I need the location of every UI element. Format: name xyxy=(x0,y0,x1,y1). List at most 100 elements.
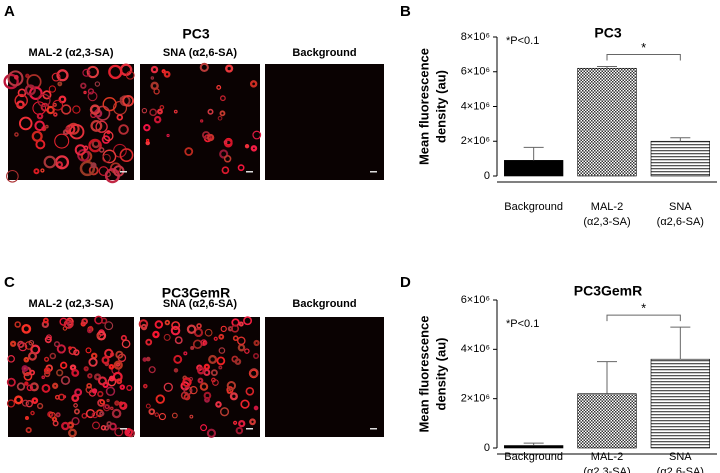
cell xyxy=(26,384,34,392)
cell xyxy=(207,108,214,115)
cell xyxy=(106,398,110,403)
image-label: MAL-2 (α2,3-SA) xyxy=(29,298,114,310)
cell xyxy=(215,401,222,408)
cell xyxy=(104,321,114,331)
cell xyxy=(87,88,95,95)
cell xyxy=(218,347,226,354)
cell xyxy=(163,382,173,392)
cell xyxy=(93,373,102,381)
cell xyxy=(118,124,129,135)
x-tick-label: (α2,6-SA) xyxy=(657,216,704,228)
cell xyxy=(145,138,150,143)
bar xyxy=(650,358,710,449)
cell xyxy=(59,317,68,326)
cell xyxy=(171,321,181,331)
bar xyxy=(650,140,710,177)
scale-bar xyxy=(246,171,253,173)
cell xyxy=(3,73,19,90)
cell xyxy=(243,316,253,326)
cell xyxy=(113,360,123,370)
cell xyxy=(91,411,99,419)
y-tick-label: 4×10⁶ xyxy=(461,100,490,112)
cell xyxy=(14,132,19,137)
cell xyxy=(68,346,72,351)
cell xyxy=(17,88,27,98)
cell xyxy=(161,69,166,74)
cell xyxy=(206,428,217,438)
x-tick-label: (α2,6-SA) xyxy=(657,466,704,473)
cell xyxy=(180,391,189,400)
cell xyxy=(216,85,222,90)
cell xyxy=(108,64,123,80)
cell xyxy=(154,412,159,417)
cell xyxy=(24,381,29,386)
cell xyxy=(52,99,64,111)
x-tick-label: MAL-2 xyxy=(591,451,623,463)
scale-bar xyxy=(120,171,127,173)
cell xyxy=(25,73,30,79)
cell xyxy=(71,368,80,377)
cell xyxy=(18,116,33,131)
cell xyxy=(171,412,178,419)
cell xyxy=(125,70,135,80)
cell xyxy=(80,82,87,89)
cell xyxy=(98,147,105,153)
cell xyxy=(53,341,60,348)
cell xyxy=(17,340,25,349)
cell xyxy=(33,168,40,175)
cell xyxy=(150,76,155,80)
annotation: *P<0.1 xyxy=(506,318,539,330)
cell xyxy=(204,328,213,337)
cell xyxy=(46,105,55,115)
cell xyxy=(56,69,69,82)
cell xyxy=(158,412,167,421)
cell xyxy=(145,338,153,346)
cell xyxy=(119,384,126,390)
y-tick-label: 0 xyxy=(484,170,490,182)
cell xyxy=(73,408,80,415)
cell xyxy=(145,403,151,409)
cell xyxy=(232,335,239,342)
cell xyxy=(200,424,208,432)
cell xyxy=(184,147,194,156)
significance-bracket xyxy=(606,314,681,322)
cell xyxy=(95,120,108,133)
cell xyxy=(159,104,165,110)
cell xyxy=(103,425,110,431)
cell xyxy=(68,428,77,438)
cell xyxy=(101,356,110,365)
cell xyxy=(220,325,227,332)
cell xyxy=(116,378,123,385)
cell xyxy=(83,145,89,151)
cell xyxy=(249,418,256,426)
cell xyxy=(111,408,122,419)
cell xyxy=(27,351,38,361)
cell xyxy=(36,402,44,410)
cell xyxy=(13,395,24,405)
cell xyxy=(197,366,205,375)
cell xyxy=(91,388,98,394)
error-bar xyxy=(523,146,544,161)
cell xyxy=(83,90,87,95)
cell xyxy=(101,135,111,144)
error-bar xyxy=(597,361,617,394)
significance-label: * xyxy=(641,301,646,316)
cell xyxy=(45,334,52,341)
cell xyxy=(28,339,35,346)
cell xyxy=(43,367,51,375)
cell xyxy=(163,333,171,341)
cell xyxy=(52,420,59,427)
cell xyxy=(83,366,89,372)
cell xyxy=(25,400,33,408)
bar xyxy=(577,67,637,177)
cell xyxy=(108,375,115,382)
cell xyxy=(65,126,70,131)
cell xyxy=(77,149,90,162)
cell xyxy=(233,420,238,425)
cell xyxy=(237,164,245,172)
cell xyxy=(85,386,93,394)
cell xyxy=(109,422,117,431)
cell xyxy=(225,64,234,73)
y-axis-label: density (au) xyxy=(433,70,448,143)
cell xyxy=(166,133,170,138)
